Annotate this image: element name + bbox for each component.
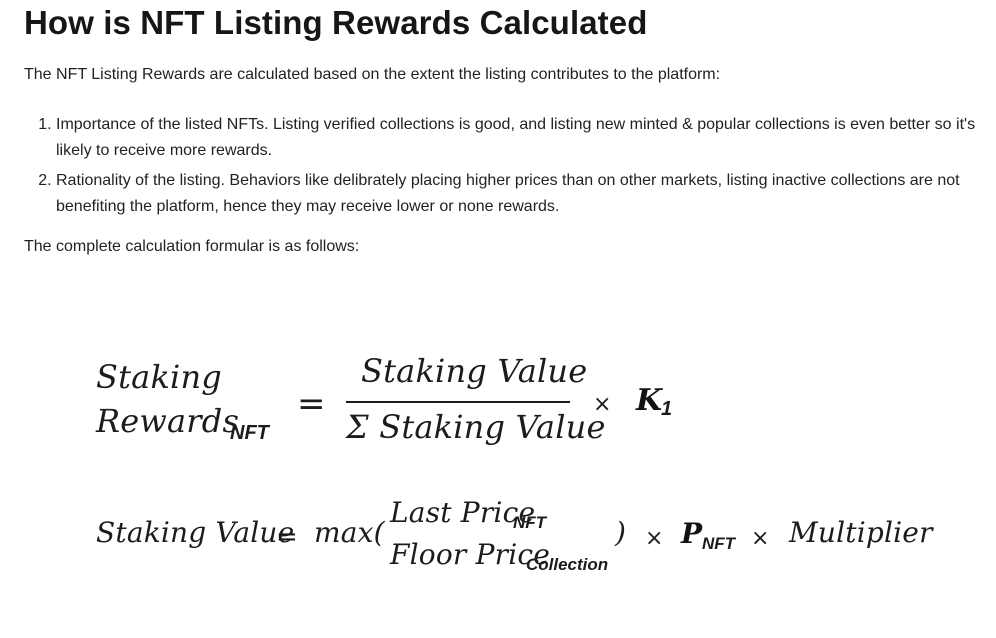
formula2-lhs: Staking Value xyxy=(96,516,295,549)
formula1-numerator: Staking Value xyxy=(361,352,588,390)
formula1-lhs-line2: Rewards xyxy=(96,402,240,440)
formula2-max-open: max( xyxy=(314,516,385,549)
formula2-times-1: × xyxy=(645,526,664,551)
formula1-fraction-bar xyxy=(346,401,570,403)
formula2-p: P xyxy=(681,517,703,550)
page-title: How is NFT Listing Rewards Calculated xyxy=(24,4,648,41)
intro-paragraph: The NFT Listing Rewards are calculated b… xyxy=(24,66,721,83)
formula2-numerator: Last Price xyxy=(390,496,536,529)
list-item: Importance of the listed NFTs. Listing v… xyxy=(56,112,988,164)
formula1-denominator: Σ Staking Value xyxy=(346,408,606,446)
formula1-times: × xyxy=(593,392,612,417)
formula1-k: K xyxy=(636,383,663,418)
formula2-p-subscript: NFT xyxy=(702,534,736,553)
reasons-list: Importance of the listed NFTs. Listing v… xyxy=(24,112,988,224)
formula1-k-subscript: 1 xyxy=(661,398,673,420)
formula2-numerator-subscript: NFT xyxy=(513,513,547,532)
formula2-denominator-subscript: Collection xyxy=(526,555,609,574)
formula2-equals: = xyxy=(276,522,298,552)
formula1-lhs-line1: Staking xyxy=(96,358,222,396)
formula2-multiplier: Multiplier xyxy=(789,516,933,549)
formula1-equals: = xyxy=(297,384,326,424)
formula2-denominator: Floor Price xyxy=(390,538,551,571)
formula1-lhs-subscript: NFT xyxy=(230,422,269,444)
formula2-times-2: × xyxy=(751,526,770,551)
formula2-max-close: ) xyxy=(615,516,627,549)
list-item: Rationality of the listing. Behaviors li… xyxy=(56,168,988,220)
formula-intro: The complete calculation formular is as … xyxy=(24,238,360,255)
